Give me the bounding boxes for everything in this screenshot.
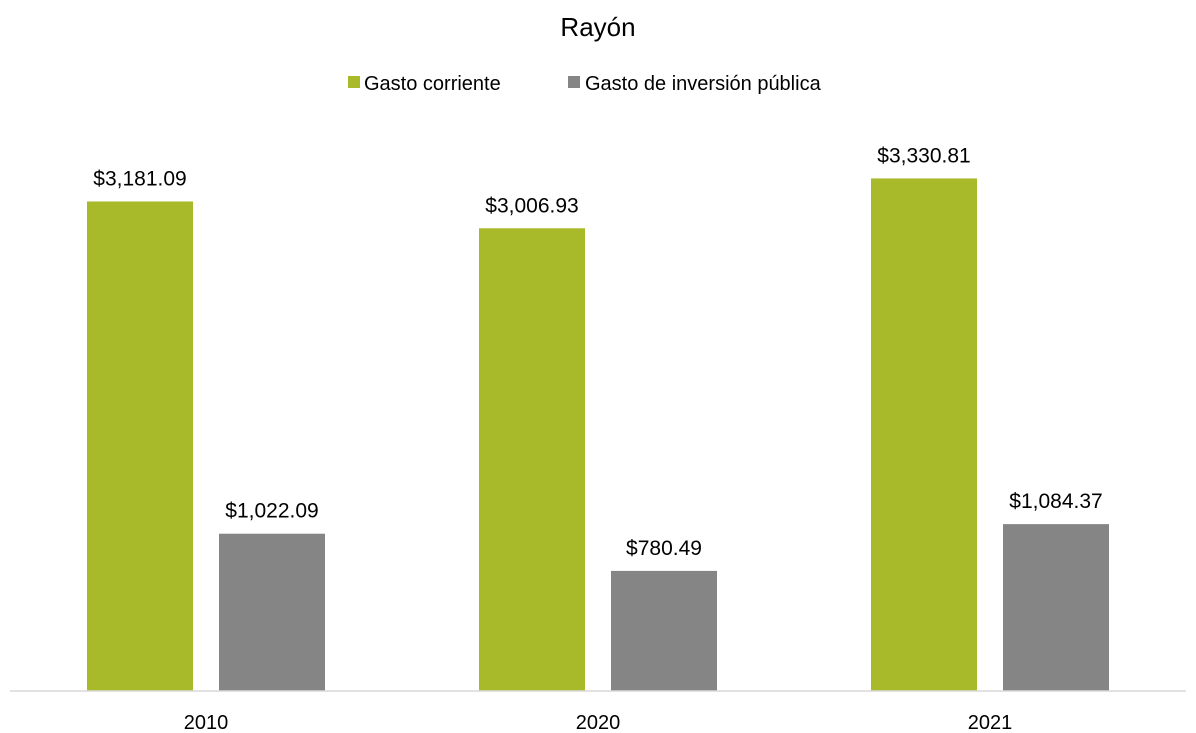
- chart-title: Rayón: [560, 12, 635, 42]
- data-label-gasto-corriente-2010: $3,181.09: [93, 167, 186, 190]
- bar-gasto-corriente-2020: [479, 228, 585, 691]
- data-label-gasto-inversion-publica-2010: $1,022.09: [225, 500, 318, 523]
- legend: Gasto corriente Gasto de inversión públi…: [348, 73, 822, 95]
- data-label-gasto-corriente-2020: $3,006.93: [485, 194, 578, 217]
- x-tick-label-2020: 2020: [576, 712, 621, 733]
- x-tick-label-2021: 2021: [968, 712, 1013, 733]
- legend-swatch-gasto-corriente: [348, 76, 360, 88]
- data-label-gasto-corriente-2021: $3,330.81: [877, 144, 970, 167]
- legend-label-gasto-corriente: Gasto corriente: [364, 73, 501, 95]
- plot-area: $3,181.09 $1,022.09 2010 $3,006.93 $780.49 20…: [87, 144, 1109, 733]
- bar-gasto-inversion-publica-2020: [611, 570, 717, 691]
- bar-gasto-corriente-2021: [871, 178, 977, 691]
- data-label-gasto-inversion-publica-2020: $780.49: [626, 537, 702, 560]
- bar-gasto-inversion-publica-2021: [1003, 524, 1109, 691]
- legend-label-gasto-inversion-publica: Gasto de inversión pública: [585, 73, 822, 95]
- bar-gasto-inversion-publica-2010: [219, 533, 325, 691]
- x-tick-label-2010: 2010: [184, 712, 229, 733]
- data-label-gasto-inversion-publica-2021: $1,084.37: [1009, 490, 1102, 513]
- legend-swatch-gasto-inversion-publica: [568, 76, 580, 88]
- bar-gasto-corriente-2010: [87, 201, 193, 691]
